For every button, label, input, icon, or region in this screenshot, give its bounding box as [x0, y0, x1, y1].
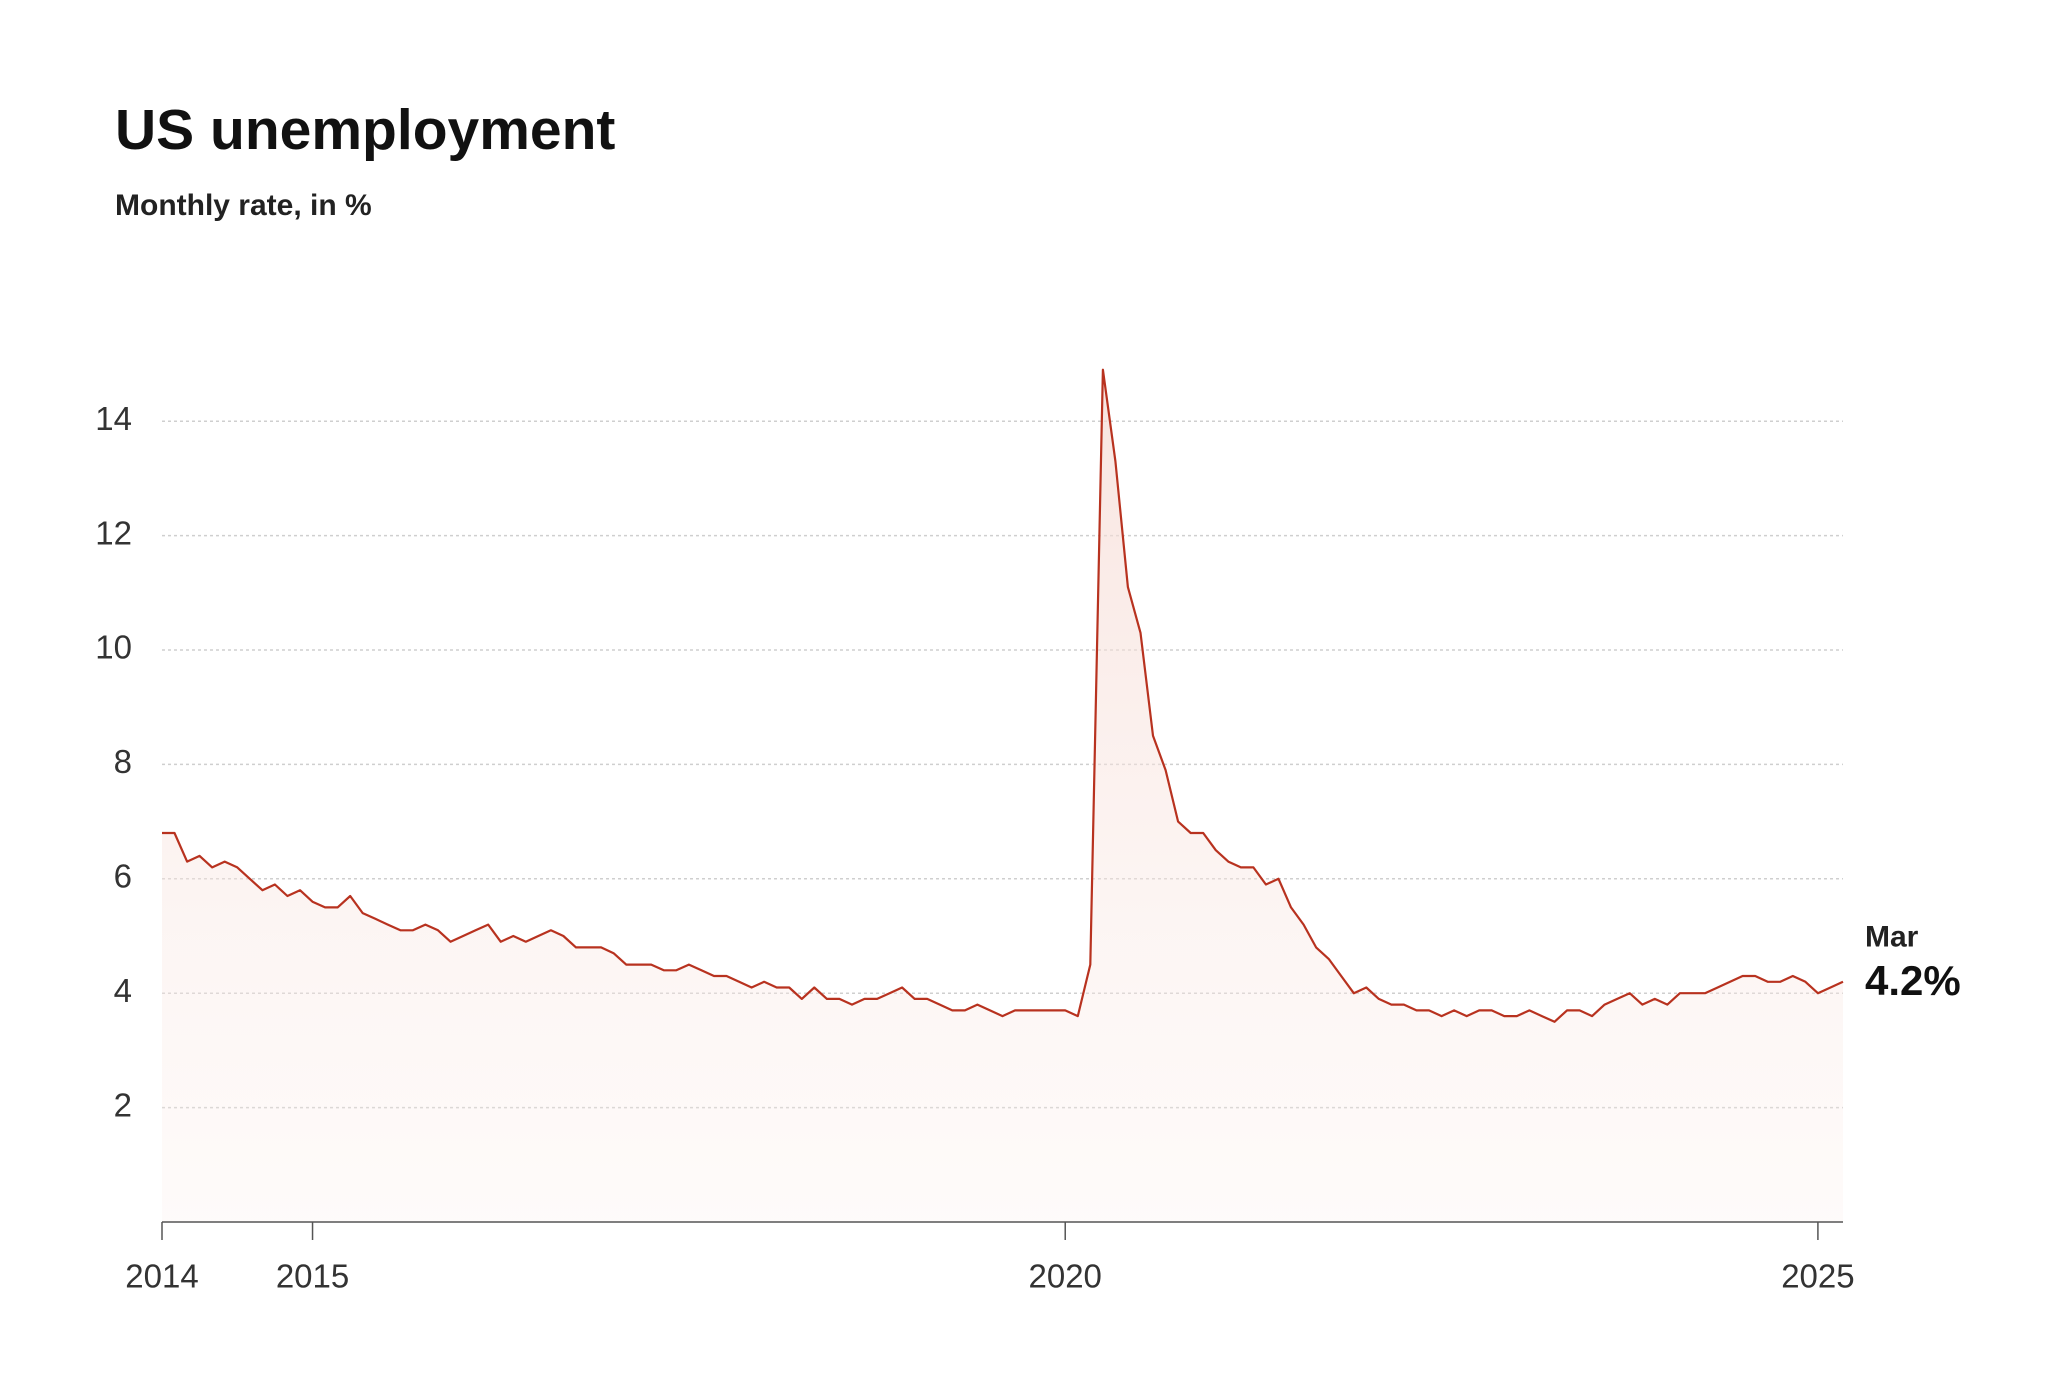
x-tick-label: 2014 — [125, 1258, 198, 1295]
value-label: 4.2% — [1865, 957, 1961, 1004]
y-tick-label: 8 — [114, 743, 132, 780]
y-tick-label: 6 — [114, 858, 132, 895]
y-tick-label: 2 — [114, 1086, 132, 1123]
x-tick-label: 2020 — [1029, 1258, 1102, 1295]
chart-subtitle: Monthly rate, in % — [115, 189, 372, 222]
area — [162, 369, 1843, 1222]
chart-title: US unemployment — [115, 98, 615, 162]
y-tick-label: 10 — [95, 629, 132, 666]
y-tick-label: 12 — [95, 514, 132, 551]
annotation: Mar — [1865, 921, 1919, 954]
x-tick-label: 2025 — [1781, 1258, 1854, 1295]
y-tick-label: 4 — [114, 972, 132, 1009]
line — [162, 368, 1844, 1023]
y-tick-label: 14 — [95, 400, 132, 437]
x-tick-label: 2015 — [276, 1258, 349, 1295]
